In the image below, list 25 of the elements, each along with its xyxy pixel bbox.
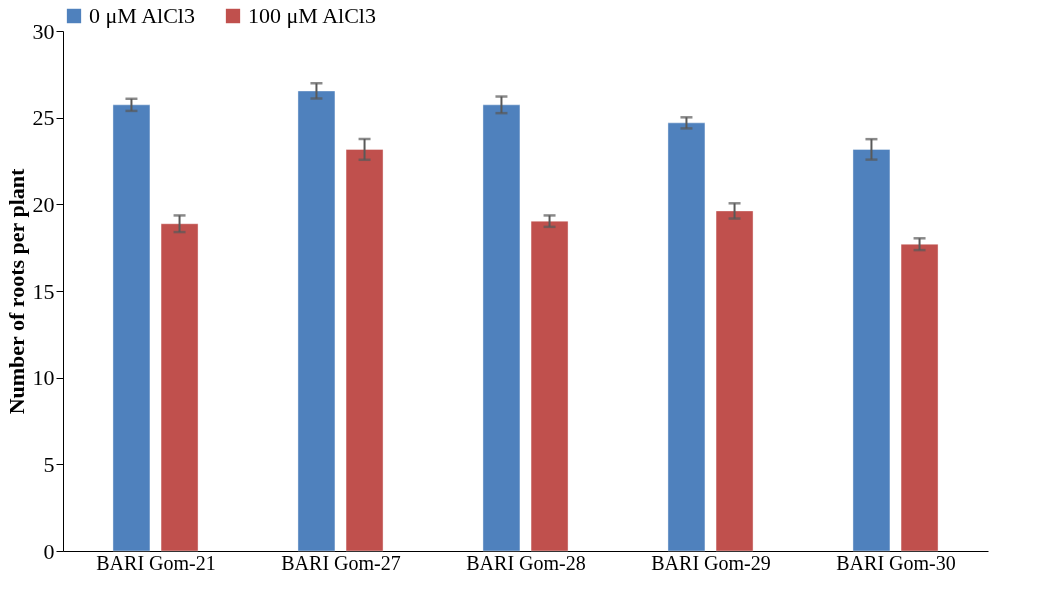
bar [852, 148, 891, 552]
bar [715, 210, 754, 552]
bar [297, 90, 336, 552]
y-tick-label: 5 [43, 451, 55, 477]
y-axis-title: Number of roots per plant [3, 168, 29, 415]
bar [900, 243, 939, 552]
y-tick-label: 15 [32, 278, 55, 304]
bar [667, 122, 706, 552]
bar [482, 104, 521, 552]
y-tick-label: 10 [32, 365, 55, 391]
legend-label: 100 μM AlCl3 [248, 3, 376, 28]
y-tick-label: 0 [43, 538, 55, 564]
bar [112, 104, 151, 552]
bar [530, 220, 569, 552]
x-tick-label: BARI Gom-27 [281, 551, 401, 574]
legend-label: 0 μM AlCl3 [89, 3, 195, 28]
x-tick-label: BARI Gom-29 [651, 551, 771, 574]
y-tick-label: 20 [32, 191, 55, 217]
y-tick-label: 30 [32, 18, 55, 44]
x-tick-label: BARI Gom-21 [96, 551, 216, 574]
bar [345, 148, 384, 552]
x-tick-label: BARI Gom-28 [466, 551, 586, 574]
y-tick-label: 25 [32, 105, 55, 131]
x-tick-label: BARI Gom-30 [836, 551, 956, 574]
bar [160, 223, 199, 552]
